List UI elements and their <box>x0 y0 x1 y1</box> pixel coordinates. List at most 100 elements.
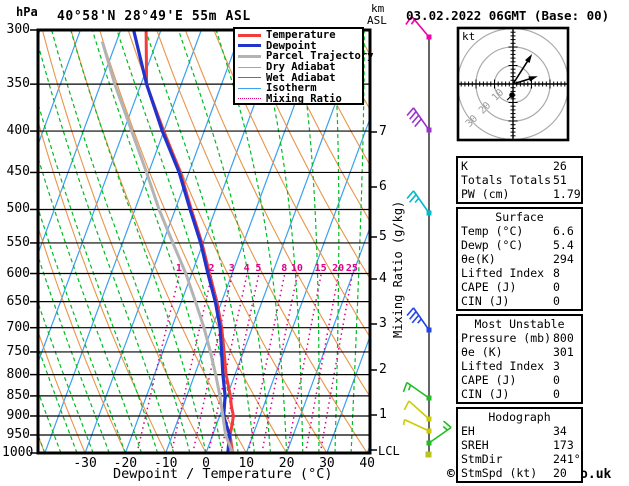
km-tick-label: 7 <box>379 124 387 139</box>
temp-tick-label: -10 <box>153 456 178 471</box>
index-row: CIN (J) 0 <box>461 294 578 308</box>
hodograph-ring-label: 10 <box>490 87 506 103</box>
index-row: EH 34 <box>461 424 578 438</box>
index-value: 20 <box>553 466 567 480</box>
index-row: StmSpd (kt) 20 <box>461 466 578 480</box>
temp-tick-label: 20 <box>278 456 295 471</box>
index-value: 173 <box>553 438 574 452</box>
index-value: 0 <box>553 387 560 401</box>
isotherm-line <box>245 116 370 453</box>
index-row: CAPE (J) 0 <box>461 373 578 387</box>
mixing-ratio-value-label: 8 <box>281 263 287 274</box>
temp-tick-label: 0 <box>202 456 210 471</box>
temp-tick-label: -30 <box>73 456 97 471</box>
index-value: 34 <box>553 424 567 438</box>
dry-adiabat-line <box>38 330 86 453</box>
index-row: Totals Totals 51 <box>461 173 578 187</box>
index-label: Dewp (°C) <box>461 238 524 252</box>
legend-sample-solid <box>238 44 261 48</box>
index-label: Temp (°C) <box>461 224 524 238</box>
index-value: 5.4 <box>553 238 574 252</box>
datetime-label: 03.02.2022 06GMT (Base: 00) <box>406 8 610 23</box>
index-box-title: Most Unstable <box>474 317 565 331</box>
pressure-tick-label: 350 <box>6 76 30 92</box>
pressure-tick-label: 550 <box>6 234 30 250</box>
wet-adiabat-line <box>177 30 272 453</box>
legend-item: Mixing Ratio <box>238 94 362 105</box>
pressure-tick-label: 950 <box>6 426 30 442</box>
index-value: 8 <box>553 266 560 280</box>
dry-adiabat-line <box>270 30 370 223</box>
index-label: CAPE (J) <box>461 280 517 294</box>
wet-adiabat-line <box>38 41 175 453</box>
legend-label: Mixing Ratio <box>266 92 342 105</box>
index-label: SREH <box>461 438 489 452</box>
index-value: 294 <box>553 252 574 266</box>
legend-sample-solid <box>238 33 261 37</box>
index-label: Pressure (mb) <box>461 331 552 345</box>
legend-item: Wet Adiabat <box>238 72 362 83</box>
index-label: CIN (J) <box>461 387 510 401</box>
legend-item: Temperature <box>238 30 362 41</box>
index-row: K 26 <box>461 159 578 173</box>
index-label: CAPE (J) <box>461 373 517 387</box>
series-dewpoint <box>132 30 232 453</box>
legend-label: Dry Adiabat <box>266 61 336 74</box>
mixing-ratio-line <box>261 273 299 453</box>
pressure-tick-label: 650 <box>6 293 30 309</box>
index-row: Lifted Index 3 <box>461 359 578 373</box>
index-box-title: Hodograph <box>488 410 551 424</box>
wet-adiabat-line <box>332 30 340 453</box>
temp-tick-label: -20 <box>113 456 138 471</box>
pressure-tick-label: 500 <box>6 201 30 217</box>
hodograph-unit-label: kt <box>462 30 476 43</box>
mixing-ratio-axis-label: Mixing Ratio (g/kg) <box>391 200 405 338</box>
km-tick-label: 2 <box>379 362 387 377</box>
legend-item: Parcel Trajectory <box>238 51 373 62</box>
legend-item: Dewpoint <box>238 41 362 52</box>
pressure-tick-label: 1000 <box>2 445 34 460</box>
index-box: Hodograph EH 34 SREH 173 StmDir 241° StmSpd (kt… <box>456 407 583 483</box>
dry-adiabat-line <box>41 30 207 453</box>
index-label: Lifted Index <box>461 359 545 373</box>
legend-label: Wet Adiabat <box>266 71 336 84</box>
index-value: 301 <box>553 345 574 359</box>
surface-wind-marker <box>425 451 432 458</box>
mixing-ratio-value-label: 1 <box>176 263 182 274</box>
legend: Temperature Dewpoint Parcel Trajectory Dry … <box>233 27 373 105</box>
wind-barb <box>426 420 452 446</box>
station-title: 40°58'N 28°49'E 55m ASL <box>57 9 251 24</box>
mixing-ratio-line <box>286 273 323 453</box>
index-value: 0 <box>553 280 560 294</box>
wind-barb <box>405 15 432 40</box>
km-tick-label: 6 <box>379 179 387 194</box>
index-value: 0 <box>553 373 560 387</box>
index-value: 6.6 <box>553 224 574 238</box>
km-tick-label: 1 <box>379 407 387 422</box>
wet-adiabat-line <box>296 30 320 453</box>
wet-adiabat-line <box>144 30 255 453</box>
index-label: K <box>461 159 468 173</box>
index-value: 51 <box>553 173 567 187</box>
index-label: θe(K) <box>461 252 496 266</box>
index-label: StmSpd (kt) <box>461 466 538 480</box>
index-box: K 26 Totals Totals 51 PW (cm) 1.79 <box>456 156 583 204</box>
mixing-ratio-value-label: 5 <box>255 263 261 274</box>
hodograph-border <box>456 26 570 142</box>
plot-area <box>38 30 370 453</box>
pressure-unit-label: hPa <box>16 5 38 19</box>
index-label: CIN (J) <box>461 294 510 308</box>
wind-barb <box>406 307 432 333</box>
pressure-tick-label: 850 <box>6 387 30 403</box>
pressure-tick-label: 400 <box>6 123 30 139</box>
index-value: 3 <box>553 359 560 373</box>
index-row: SREH 173 <box>461 438 578 452</box>
pressure-tick-label: 800 <box>6 366 30 382</box>
index-value: 0 <box>553 294 560 308</box>
dry-adiabat-line <box>299 30 370 167</box>
mixing-ratio-value-label: 15 <box>315 263 327 274</box>
dry-adiabat-line <box>241 30 370 280</box>
index-label: PW (cm) <box>461 187 510 201</box>
hodograph-vector <box>512 58 530 85</box>
